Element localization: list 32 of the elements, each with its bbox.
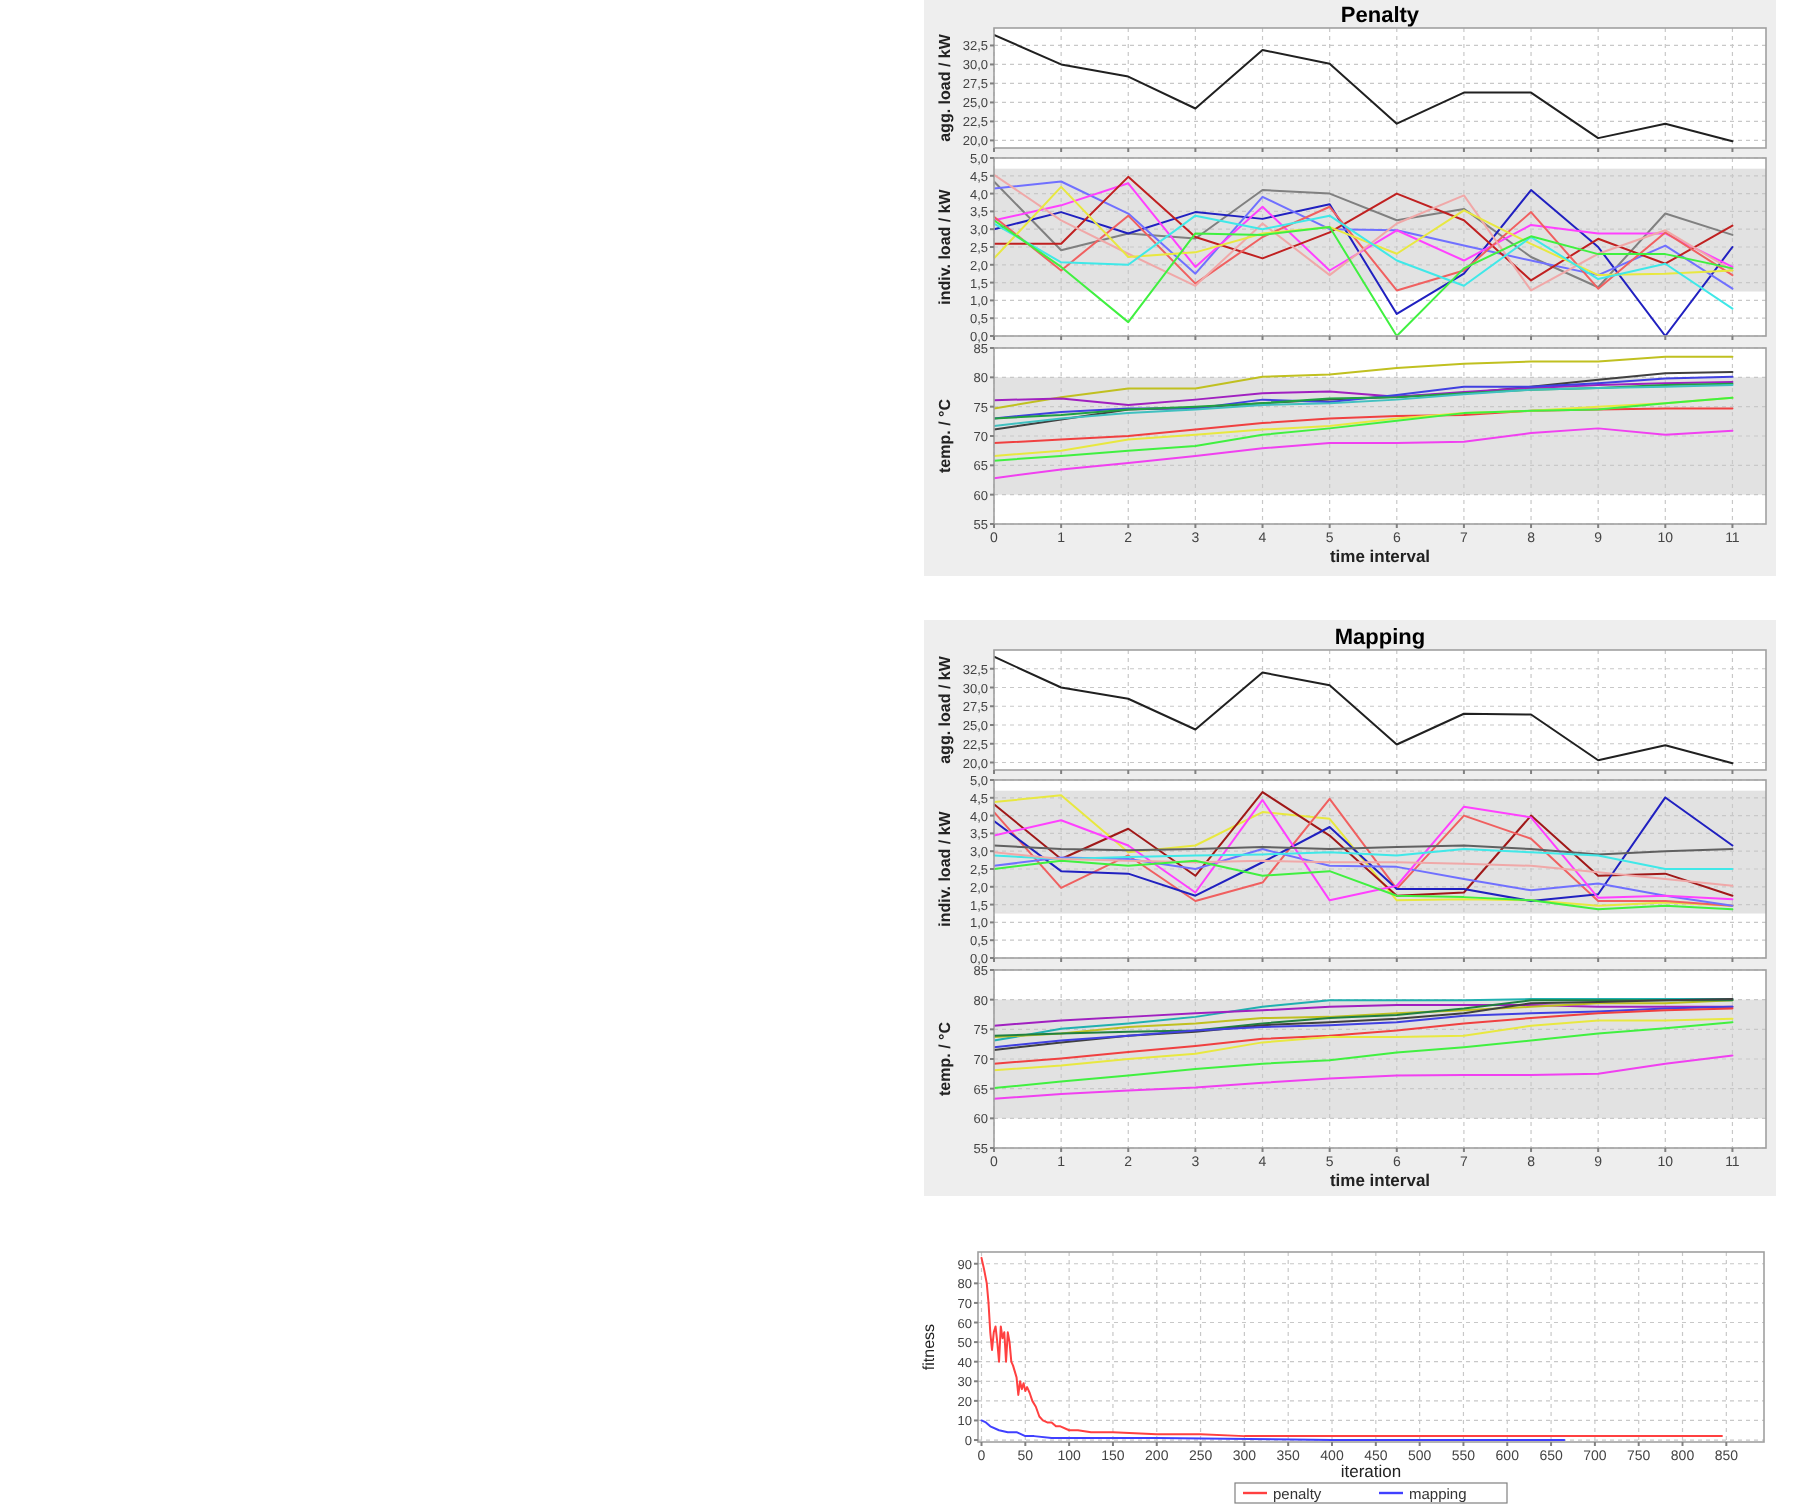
line-series [994,355,1734,410]
x-axis-title: iteration [1340,1461,1402,1481]
y-axis-title: temp. / °C [936,1021,954,1096]
line-series [994,214,1734,310]
line-series [994,859,1734,911]
line-series [994,381,1734,406]
line-series [994,383,1734,428]
line-series [994,851,1734,887]
line-series [980,1419,1566,1442]
line-series [994,1021,1734,1090]
y-axis-title: agg. load / kW [936,655,954,764]
y-axis-title: indiv. load / kW [936,188,954,305]
chart-title: Penalty [1340,4,1421,28]
line-series [980,1256,1723,1438]
y-axis-title: indiv. load / kW [936,810,954,927]
line-series [994,219,1734,336]
line-series [994,33,1734,143]
line-series [994,1054,1734,1100]
y-axis-title: agg. load / kW [936,33,954,142]
line-series [994,655,1734,765]
line-series [994,189,1734,336]
y-axis-title: temp. / °C [936,398,954,473]
x-axis-title: time interval [1329,546,1431,566]
line-series [994,848,1734,870]
line-series [994,1017,1734,1072]
line-series [994,1007,1734,1065]
line-series [994,848,1734,907]
line-series [994,427,1734,480]
x-axis-title: time interval [1329,1170,1431,1190]
line-series [994,205,1734,292]
y-axis-title: fitness [920,1323,938,1371]
chart-title: Mapping [1334,626,1426,650]
